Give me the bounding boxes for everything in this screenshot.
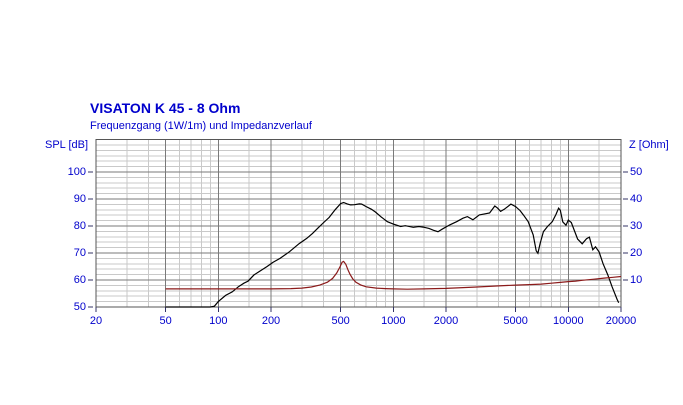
y-left-tick-label: 90 — [73, 193, 86, 205]
x-tick-label: 2000 — [433, 315, 459, 327]
x-tick-label: 200 — [261, 315, 281, 327]
y-left-tick-label: 50 — [73, 301, 86, 313]
x-tick-label: 100 — [209, 315, 228, 327]
y-right-tick-label: 20 — [630, 247, 643, 259]
x-tick-label: 5000 — [503, 315, 528, 327]
y-left-tick-label: 70 — [73, 247, 86, 259]
spl-axis-label: SPL [dB] — [45, 139, 89, 151]
chart-title: VISATON K 45 - 8 Ohm — [90, 100, 241, 116]
impedance-axis-label: Z [Ohm] — [629, 139, 669, 151]
y-left-tick-label: 100 — [67, 166, 86, 178]
x-tick-label: 1000 — [381, 315, 406, 327]
y-right-tick-label: 40 — [630, 193, 643, 205]
x-tick-label: 500 — [331, 315, 350, 327]
y-right-tick-label: 10 — [630, 274, 643, 286]
x-tick-label: 10000 — [553, 315, 584, 327]
y-left-tick-label: 80 — [73, 220, 86, 232]
impedance-curve — [165, 260, 622, 290]
x-tick-label: 50 — [159, 315, 172, 327]
y-left-tick-label: 60 — [73, 274, 86, 286]
y-right-tick-label: 30 — [630, 220, 643, 232]
x-tick-label: 20000 — [605, 315, 637, 327]
spl-curve — [165, 201, 620, 308]
y-right-tick-label: 50 — [630, 166, 643, 178]
x-tick-label: 20 — [89, 315, 103, 327]
chart-subtitle: Frequenzgang (1W/1m) und Impedanzverlauf — [90, 120, 312, 132]
